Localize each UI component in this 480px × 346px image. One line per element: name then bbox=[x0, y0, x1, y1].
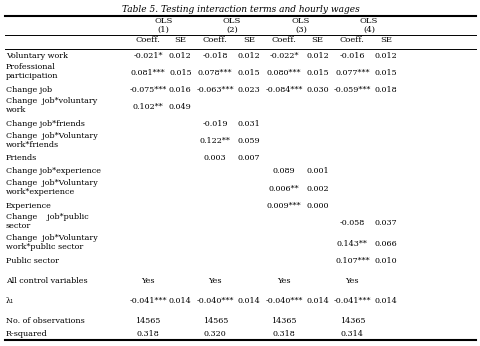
Text: 0.318: 0.318 bbox=[272, 330, 295, 338]
Text: Yes: Yes bbox=[345, 277, 359, 285]
Text: Experience: Experience bbox=[6, 202, 51, 210]
Text: 0.010: 0.010 bbox=[374, 257, 396, 265]
Text: 0.023: 0.023 bbox=[237, 86, 260, 94]
Text: 0.030: 0.030 bbox=[306, 86, 328, 94]
Text: 14565: 14565 bbox=[202, 317, 228, 325]
Text: -0.075***: -0.075*** bbox=[129, 86, 166, 94]
Text: -0.041***: -0.041*** bbox=[129, 297, 166, 306]
Text: 0.314: 0.314 bbox=[340, 330, 363, 338]
Text: 0.077***: 0.077*** bbox=[335, 69, 369, 77]
Text: Table 5. Testing interaction terms and hourly wages: Table 5. Testing interaction terms and h… bbox=[121, 5, 359, 14]
Text: 0.031: 0.031 bbox=[237, 120, 260, 128]
Text: 0.102**: 0.102** bbox=[132, 103, 163, 111]
Text: No. of observations: No. of observations bbox=[6, 317, 84, 325]
Text: 0.015: 0.015 bbox=[237, 69, 260, 77]
Text: Change  job*Voluntary
work*experience: Change job*Voluntary work*experience bbox=[6, 179, 97, 196]
Text: -0.019: -0.019 bbox=[202, 120, 228, 128]
Text: Friends: Friends bbox=[6, 154, 37, 162]
Text: -0.018: -0.018 bbox=[202, 52, 228, 60]
Text: 0.009***: 0.009*** bbox=[266, 202, 300, 210]
Text: All control variables: All control variables bbox=[6, 277, 87, 285]
Text: 14365: 14365 bbox=[339, 317, 364, 325]
Text: -0.063***: -0.063*** bbox=[196, 86, 233, 94]
Text: -0.084***: -0.084*** bbox=[265, 86, 302, 94]
Text: Coeff.: Coeff. bbox=[135, 36, 160, 44]
Text: OLS
(4): OLS (4) bbox=[359, 17, 378, 34]
Text: -0.016: -0.016 bbox=[339, 52, 364, 60]
Text: OLS
(2): OLS (2) bbox=[222, 17, 241, 34]
Text: 0.002: 0.002 bbox=[306, 184, 328, 192]
Text: -0.021*: -0.021* bbox=[133, 52, 162, 60]
Text: 0.014: 0.014 bbox=[168, 297, 192, 306]
Text: Yes: Yes bbox=[276, 277, 290, 285]
Text: 0.016: 0.016 bbox=[168, 86, 192, 94]
Text: 0.078***: 0.078*** bbox=[198, 69, 232, 77]
Text: 0.012: 0.012 bbox=[237, 52, 260, 60]
Text: Change job*friends: Change job*friends bbox=[6, 120, 84, 128]
Text: R-squared: R-squared bbox=[6, 330, 48, 338]
Text: 0.089: 0.089 bbox=[272, 167, 295, 175]
Text: 0.049: 0.049 bbox=[168, 103, 192, 111]
Text: 0.037: 0.037 bbox=[374, 219, 396, 227]
Text: -0.058: -0.058 bbox=[339, 219, 364, 227]
Text: λ₁: λ₁ bbox=[6, 297, 14, 306]
Text: 0.320: 0.320 bbox=[204, 330, 226, 338]
Text: 0.318: 0.318 bbox=[136, 330, 159, 338]
Text: Public sector: Public sector bbox=[6, 257, 59, 265]
Text: Voluntary work: Voluntary work bbox=[6, 52, 68, 60]
Text: Change job*experience: Change job*experience bbox=[6, 167, 101, 175]
Text: SE: SE bbox=[242, 36, 254, 44]
Text: 0.066: 0.066 bbox=[374, 240, 396, 248]
Text: Change  job*Voluntary
work*friends: Change job*Voluntary work*friends bbox=[6, 132, 97, 148]
Text: 0.003: 0.003 bbox=[204, 154, 226, 162]
Text: 0.122**: 0.122** bbox=[199, 137, 230, 145]
Text: 0.081***: 0.081*** bbox=[131, 69, 165, 77]
Text: 0.014: 0.014 bbox=[237, 297, 260, 306]
Text: -0.040***: -0.040*** bbox=[196, 297, 233, 306]
Text: 0.007: 0.007 bbox=[237, 154, 260, 162]
Text: Professional
participation: Professional participation bbox=[6, 63, 58, 80]
Text: 0.015: 0.015 bbox=[374, 69, 396, 77]
Text: 0.012: 0.012 bbox=[374, 52, 396, 60]
Text: Yes: Yes bbox=[141, 277, 155, 285]
Text: Change  job*voluntary
work: Change job*voluntary work bbox=[6, 97, 97, 114]
Text: 0.014: 0.014 bbox=[374, 297, 396, 306]
Text: Coeff.: Coeff. bbox=[203, 36, 227, 44]
Text: SE: SE bbox=[379, 36, 391, 44]
Text: OLS
(3): OLS (3) bbox=[291, 17, 310, 34]
Text: 0.143**: 0.143** bbox=[336, 240, 367, 248]
Text: OLS
(1): OLS (1) bbox=[154, 17, 172, 34]
Text: SE: SE bbox=[311, 36, 323, 44]
Text: 0.015: 0.015 bbox=[306, 69, 328, 77]
Text: 0.018: 0.018 bbox=[374, 86, 396, 94]
Text: SE: SE bbox=[174, 36, 186, 44]
Text: Coeff.: Coeff. bbox=[339, 36, 364, 44]
Text: Change    job*public
sector: Change job*public sector bbox=[6, 213, 88, 230]
Text: Yes: Yes bbox=[208, 277, 222, 285]
Text: 0.107***: 0.107*** bbox=[335, 257, 369, 265]
Text: 0.015: 0.015 bbox=[168, 69, 192, 77]
Text: 0.012: 0.012 bbox=[168, 52, 192, 60]
Text: 0.014: 0.014 bbox=[306, 297, 328, 306]
Text: Change  job*Voluntary
work*public sector: Change job*Voluntary work*public sector bbox=[6, 235, 97, 252]
Text: 0.012: 0.012 bbox=[306, 52, 328, 60]
Text: -0.040***: -0.040*** bbox=[265, 297, 302, 306]
Text: Change job: Change job bbox=[6, 86, 52, 94]
Text: -0.059***: -0.059*** bbox=[333, 86, 370, 94]
Text: 14565: 14565 bbox=[135, 317, 160, 325]
Text: Coeff.: Coeff. bbox=[271, 36, 296, 44]
Text: 0.000: 0.000 bbox=[306, 202, 328, 210]
Text: 0.059: 0.059 bbox=[237, 137, 260, 145]
Text: -0.041***: -0.041*** bbox=[333, 297, 370, 306]
Text: 0.001: 0.001 bbox=[306, 167, 328, 175]
Text: 0.080***: 0.080*** bbox=[266, 69, 300, 77]
Text: 0.006**: 0.006** bbox=[268, 184, 299, 192]
Text: -0.022*: -0.022* bbox=[269, 52, 298, 60]
Text: 14365: 14365 bbox=[271, 317, 296, 325]
